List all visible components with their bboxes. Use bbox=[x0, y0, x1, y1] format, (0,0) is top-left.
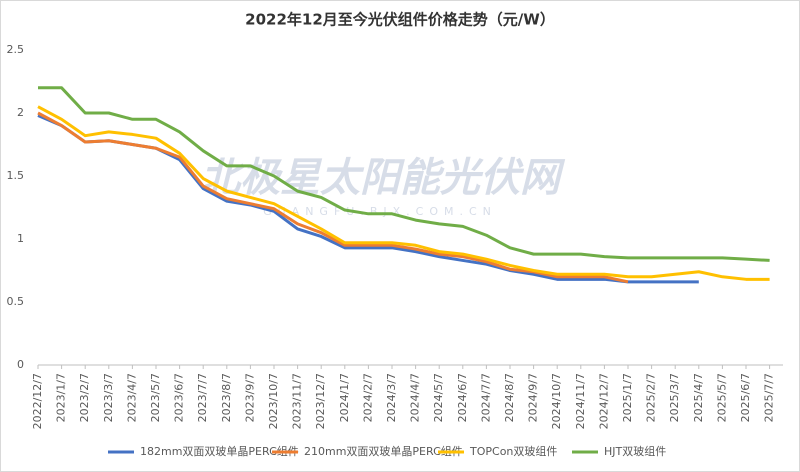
x-tick-label: 2024/11/7 bbox=[574, 373, 587, 429]
x-tick-label: 2023/1/7 bbox=[55, 373, 68, 422]
x-tick-label: 2025/6/7 bbox=[739, 373, 752, 422]
y-tick-label: 1 bbox=[17, 232, 24, 245]
y-tick-label: 2 bbox=[17, 106, 24, 119]
x-tick-label: 2023/7/7 bbox=[196, 373, 209, 422]
x-tick-label: 2024/8/7 bbox=[503, 373, 516, 422]
legend-label: 210mm双面双玻单晶PERC组件 bbox=[304, 444, 463, 458]
x-tick-label: 2025/3/7 bbox=[668, 373, 681, 422]
series-line bbox=[37, 105, 770, 281]
x-tick-label: 2023/4/7 bbox=[125, 373, 138, 422]
x-tick-label: 2023/8/7 bbox=[220, 373, 233, 422]
x-tick-label: 2023/6/7 bbox=[173, 373, 186, 422]
x-tick-label: 2023/3/7 bbox=[102, 373, 115, 422]
x-tick-label: 2024/4/7 bbox=[409, 373, 422, 422]
x-tick-label: 2023/11/7 bbox=[291, 373, 304, 429]
x-tick-label: 2023/10/7 bbox=[267, 373, 280, 429]
y-tick-label: 1.5 bbox=[7, 169, 25, 182]
watermark-sub: GUANGFU.BJX.COM.CN bbox=[263, 205, 497, 218]
x-tick-label: 2022/12/7 bbox=[31, 373, 44, 429]
legend-label: 182mm双面双玻单晶PERC组件 bbox=[140, 444, 299, 458]
x-tick-label: 2024/5/7 bbox=[432, 373, 445, 422]
x-tick-label: 2024/1/7 bbox=[338, 373, 351, 422]
x-tick-label: 2024/7/7 bbox=[479, 373, 492, 422]
series-line bbox=[37, 111, 629, 284]
legend-label: TOPCon双玻组件 bbox=[469, 444, 557, 458]
x-tick-label: 2024/3/7 bbox=[385, 373, 398, 422]
x-tick-label: 2025/7/7 bbox=[763, 373, 776, 422]
x-tick-label: 2024/12/7 bbox=[597, 373, 610, 429]
x-tick-label: 2025/4/7 bbox=[692, 373, 705, 422]
x-tick-label: 2023/2/7 bbox=[78, 373, 91, 422]
x-tick-label: 2024/10/7 bbox=[550, 373, 563, 429]
x-tick-label: 2023/9/7 bbox=[243, 373, 256, 422]
y-tick-label: 2.5 bbox=[7, 43, 25, 56]
legend-label: HJT双玻组件 bbox=[604, 444, 666, 458]
x-tick-label: 2023/5/7 bbox=[149, 373, 162, 422]
x-tick-label: 2023/12/7 bbox=[314, 373, 327, 429]
x-tick-label: 2025/1/7 bbox=[621, 373, 634, 422]
x-tick-label: 2024/9/7 bbox=[527, 373, 540, 422]
x-tick-label: 2024/6/7 bbox=[456, 373, 469, 422]
x-tick-label: 2024/2/7 bbox=[361, 373, 374, 422]
series-line bbox=[38, 86, 770, 262]
x-tick-label: 2025/5/7 bbox=[715, 373, 728, 422]
chart-title: 2022年12月至今光伏组件价格走势（元/W） bbox=[245, 11, 555, 29]
y-tick-label: 0.5 bbox=[7, 295, 25, 308]
x-tick-label: 2025/2/7 bbox=[645, 373, 658, 422]
watermark: 北极星太阳能光伏网 bbox=[200, 155, 566, 201]
y-tick-label: 0 bbox=[17, 358, 24, 371]
